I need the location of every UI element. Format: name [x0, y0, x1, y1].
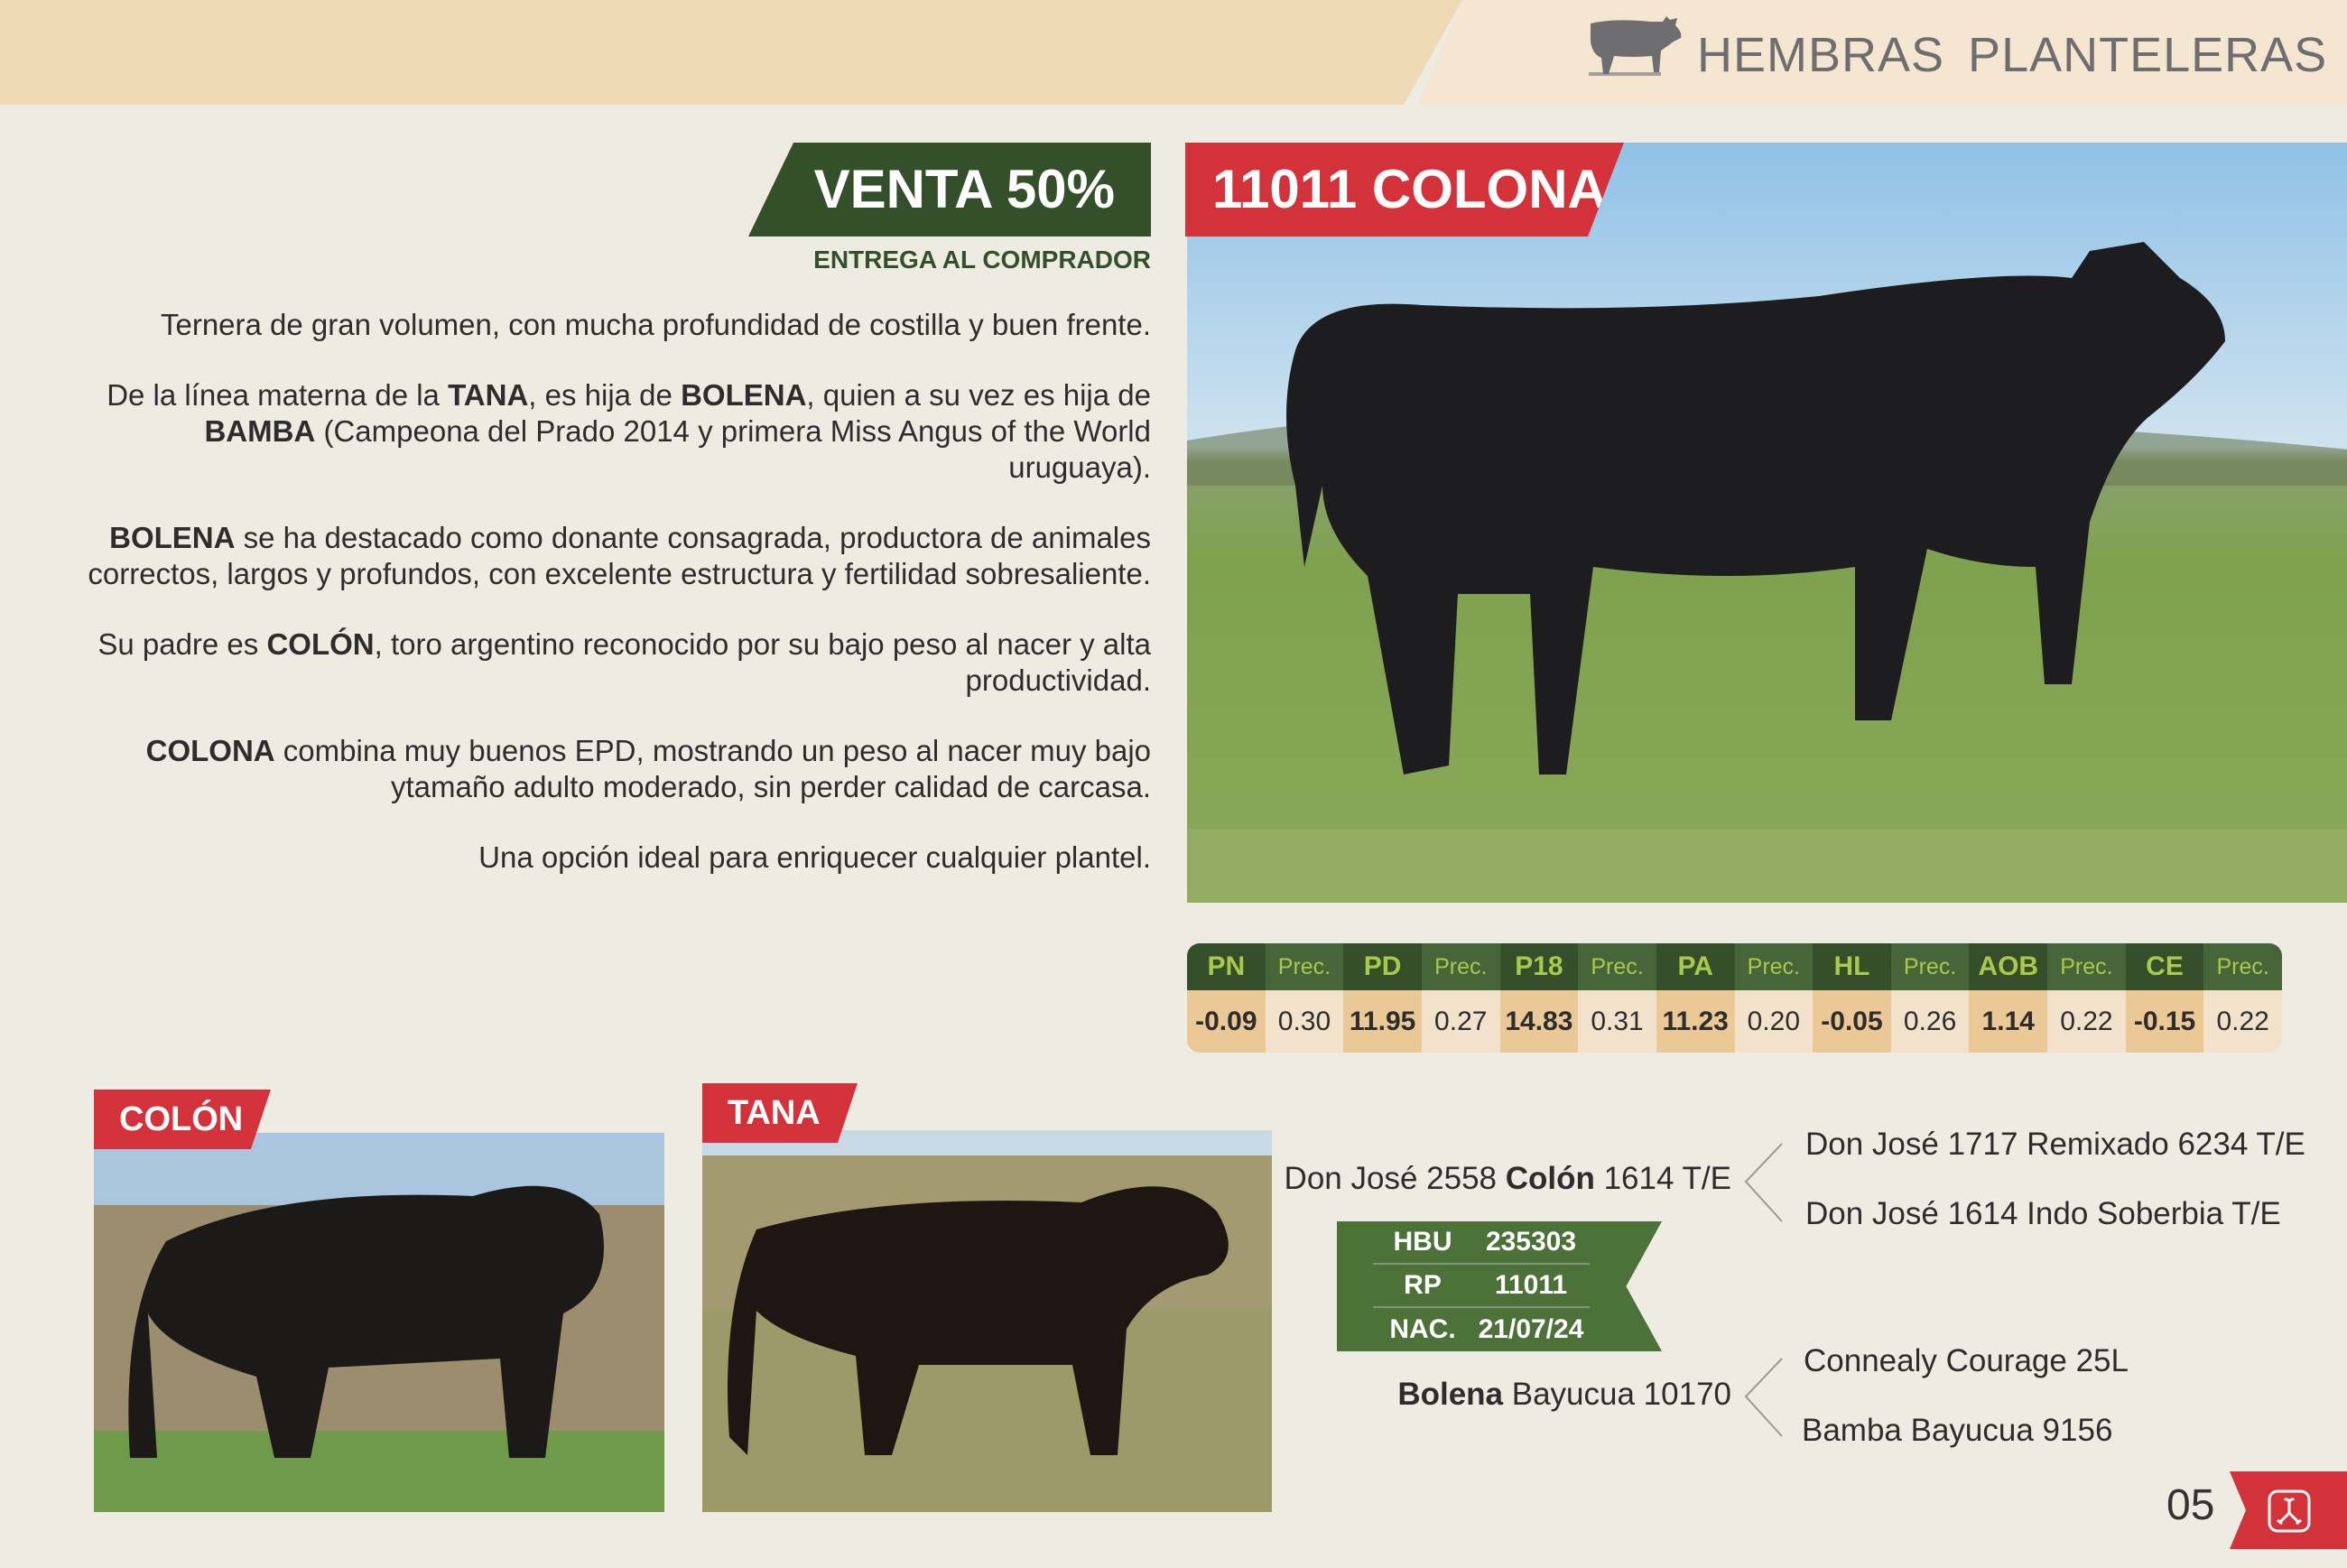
epd-value-cell: 0.27 [1421, 990, 1500, 1053]
id-row-nac: NAC. 21/07/24 [1373, 1308, 1590, 1351]
epd-header-cell: Prec. [1578, 943, 1656, 990]
description-paragraph: Su padre es COLÓN, toro argentino recono… [68, 626, 1151, 699]
sale-subtitle: ENTREGA AL COMPRADOR [813, 246, 1151, 274]
epd-value-cell: 11.23 [1656, 990, 1735, 1053]
dam-name: Bolena [1397, 1377, 1504, 1412]
highlight-text: BAMBA [204, 414, 316, 448]
description-paragraph: BOLENA se ha destacado como donante cons… [68, 520, 1151, 592]
text: , es hija de [528, 378, 682, 412]
highlight-text: COLÓN [266, 627, 375, 661]
id-key: RP [1404, 1270, 1442, 1300]
epd-value-cell: 11.95 [1343, 990, 1422, 1053]
animal-id-box: HBU 235303 RP 11011 NAC. 21/07/24 [1337, 1221, 1662, 1351]
sale-badge: VENTA 50% [748, 143, 1151, 237]
sire-prefix: Don José 2558 [1284, 1161, 1506, 1196]
epd-value-cell: 14.83 [1499, 990, 1579, 1053]
epd-header-cell: PN [1187, 943, 1266, 990]
epd-header-cell: Prec. [2047, 943, 2126, 990]
text: (Campeona del Prado 2014 y primera Miss … [315, 414, 1151, 484]
highlight-text: TANA [448, 378, 529, 412]
id-row-hbu: HBU 235303 [1373, 1221, 1590, 1265]
animal-title: 11011 COLONA [1185, 143, 1624, 237]
epd-header-cell: PD [1343, 943, 1422, 990]
brand-logo-icon [2268, 1489, 2311, 1533]
epd-header-cell: P18 [1499, 943, 1579, 990]
epd-value-cell: -0.09 [1187, 990, 1266, 1053]
epd-header-cell: Prec. [1265, 943, 1344, 990]
epd-value-cell: 0.22 [2047, 990, 2126, 1053]
footer-tab [2230, 1471, 2347, 1549]
header-band [0, 0, 1462, 105]
epd-value-cell: 0.20 [1734, 990, 1814, 1053]
text: De la línea materna de la [107, 378, 449, 412]
pedigree-dam: Bolena Bayucua 10170 [1397, 1377, 1731, 1413]
main-animal-photo [1187, 143, 2347, 903]
id-row-rp: RP 11011 [1373, 1265, 1590, 1308]
description-paragraph: Una opción ideal para enriquecer cualqui… [68, 840, 1151, 876]
description-paragraph: De la línea materna de la TANA, es hija … [68, 377, 1151, 486]
pedigree-sire-sire: Don José 1717 Remixado 6234 T/E [1805, 1127, 2305, 1162]
pedigree-dam-sire: Connealy Courage 25L [1804, 1343, 2129, 1378]
epd-value-cell: 0.22 [2203, 990, 2282, 1053]
highlight-text: BOLENA [109, 521, 236, 554]
description-paragraph: COLONA combina muy buenos EPD, mostrando… [68, 733, 1151, 805]
text: , quien a su vez es hija de [806, 378, 1151, 412]
text: se ha destacado como donante consagrada,… [88, 521, 1151, 590]
section-title: HEMBRAS PLANTELERAS [1697, 28, 2328, 82]
text: combina muy buenos EPD, mostrando un pes… [274, 734, 1151, 803]
sire-suffix: 1614 T/E [1594, 1161, 1731, 1196]
epd-value-cell: 0.26 [1890, 990, 1970, 1053]
id-value: 21/07/24 [1478, 1314, 1584, 1344]
sire-photo [94, 1133, 664, 1512]
header-title-band [1417, 0, 2347, 105]
epd-value-cell: 0.30 [1265, 990, 1344, 1053]
text: Una opción ideal para enriquecer cualqui… [478, 840, 1151, 874]
highlight-text: BOLENA [681, 378, 807, 412]
epd-header-cell: CE [2125, 943, 2204, 990]
id-value: 235303 [1485, 1227, 1577, 1257]
sire-name: Colón [1505, 1161, 1595, 1196]
cow-icon [1589, 16, 1682, 76]
dam-line-photo [702, 1130, 1272, 1512]
text: , toro argentino reconocido por su bajo … [374, 627, 1151, 697]
pedigree-sire-dam: Don José 1614 Indo Soberbia T/E [1805, 1196, 2281, 1231]
dam-suffix: Bayucua 10170 [1503, 1377, 1731, 1412]
sire-photo-label: COLÓN [94, 1090, 271, 1149]
epd-value-cell: -0.15 [2125, 990, 2204, 1053]
epd-header-cell: Prec. [1890, 943, 1970, 990]
id-key: HBU [1393, 1227, 1452, 1257]
id-value: 11011 [1494, 1270, 1568, 1300]
sire-bracket [1744, 1143, 1783, 1222]
epd-table: PN Prec. PD Prec. P18 Prec. PA Prec. HL Prec. AOB P… [1187, 943, 2282, 1053]
description: Ternera de gran volumen, con mucha profu… [68, 307, 1151, 910]
text: Su padre es [97, 627, 267, 661]
id-key: NAC. [1389, 1314, 1456, 1344]
epd-header-cell: PA [1656, 943, 1735, 990]
epd-value-cell: -0.05 [1813, 990, 1891, 1053]
epd-header-cell: Prec. [2203, 943, 2282, 990]
pedigree-dam-dam: Bamba Bayucua 9156 [1802, 1413, 2113, 1448]
epd-value-cell: 1.14 [1969, 990, 2048, 1053]
dam-bracket [1744, 1358, 1783, 1437]
page-number: 05 [2166, 1481, 2215, 1529]
epd-header-cell: Prec. [1734, 943, 1814, 990]
epd-header-cell: Prec. [1421, 943, 1500, 990]
pedigree-sire: Don José 2558 Colón 1614 T/E [1285, 1161, 1731, 1197]
epd-value-cell: 0.31 [1578, 990, 1656, 1053]
text: Ternera de gran volumen, con mucha profu… [160, 308, 1151, 341]
description-paragraph: Ternera de gran volumen, con mucha profu… [68, 307, 1151, 343]
highlight-text: COLONA [145, 734, 275, 767]
dam-line-photo-label: TANA [702, 1083, 858, 1143]
epd-header-cell: AOB [1969, 943, 2048, 990]
epd-header-cell: HL [1813, 943, 1891, 990]
